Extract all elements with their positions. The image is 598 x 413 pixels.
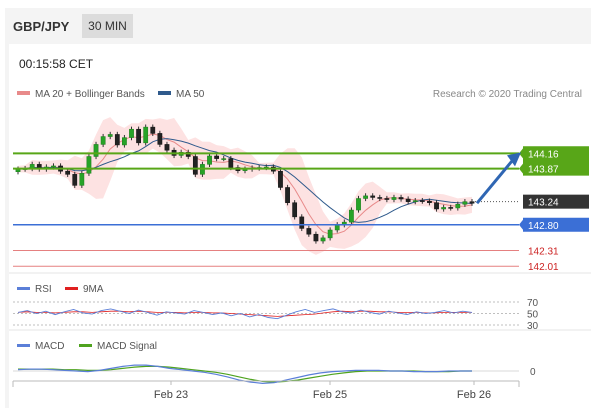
macd-signal-legend-label: MACD Signal <box>97 341 157 352</box>
price-tag <box>523 146 589 161</box>
candle <box>150 124 156 137</box>
price-tag <box>523 217 589 232</box>
x-tick-label: Feb 26 <box>457 389 491 401</box>
candle <box>107 131 113 140</box>
candle <box>136 126 141 146</box>
rsi-ma-legend-swatch <box>65 287 78 290</box>
rsi-tick-label: 70 <box>527 298 539 309</box>
x-tick-label: Feb 23 <box>154 389 188 401</box>
candle <box>72 171 78 188</box>
price-level-label: 143.87 <box>528 165 559 176</box>
ma20-legend-swatch <box>17 91 30 95</box>
price-level-label: 142.01 <box>528 262 559 273</box>
price-tag-pointer <box>519 163 523 174</box>
price-tag-pointer <box>519 219 523 230</box>
price-level-label: 142.80 <box>528 221 559 232</box>
candle <box>65 168 71 177</box>
candle <box>292 200 298 220</box>
candle <box>384 195 390 203</box>
timeframe-badge[interactable]: 30 MIN <box>82 14 133 38</box>
time-label: 00:15:58 CET <box>19 57 94 71</box>
rsi-tick-label: 30 <box>527 321 539 332</box>
macd-signal-line <box>18 365 472 383</box>
rsi-legend-label: RSI <box>35 284 52 295</box>
ma50-legend-label: MA 50 <box>176 89 205 100</box>
candle <box>185 149 191 160</box>
rsi-ma-legend-label: 9MA <box>83 284 104 295</box>
candle <box>405 196 411 205</box>
candle <box>363 193 368 202</box>
price-levels: 144.16 143.87 143.24 142.80 142.31 142.01 <box>13 146 589 273</box>
macd-legend-swatch <box>17 344 30 347</box>
candle <box>313 231 319 244</box>
chart-svg: MA 20 + Bollinger Bands MA 50 Research ©… <box>9 89 591 401</box>
rsi-tick-label: 50 <box>527 310 539 321</box>
candle <box>221 155 227 162</box>
candle <box>356 195 361 213</box>
candle <box>370 193 376 201</box>
candle <box>419 197 425 204</box>
candle <box>214 153 220 162</box>
macd-signal-legend-swatch <box>79 344 92 347</box>
candle <box>285 184 290 206</box>
candle <box>79 170 85 188</box>
price-tag-pointer <box>519 148 523 159</box>
candle <box>299 214 305 232</box>
research-credit: Research © 2020 Trading Central <box>433 89 582 100</box>
ma20-legend-label: MA 20 + Bollinger Bands <box>35 89 145 100</box>
candle <box>441 204 447 212</box>
chart-area: 00:15:58 CET MA 20 + Bollinger Bands MA … <box>9 44 591 408</box>
ma50-legend-swatch <box>158 91 171 95</box>
candle <box>448 204 454 211</box>
candle <box>462 199 468 207</box>
x-axis-ticks: Feb 23 Feb 25 Feb 26 <box>154 381 491 401</box>
rsi-legend-swatch <box>17 287 30 290</box>
chart-header: GBP/JPY 30 MIN <box>5 8 591 44</box>
candle <box>349 207 354 225</box>
candle <box>164 141 170 153</box>
candle <box>207 153 212 167</box>
rsi-line <box>17 308 473 320</box>
symbol-title: GBP/JPY <box>13 19 70 34</box>
price-level-label: 142.31 <box>528 246 559 257</box>
candle <box>278 168 283 191</box>
price-tag <box>523 161 589 176</box>
candle <box>129 126 134 141</box>
candle <box>377 194 383 202</box>
x-tick-label: Feb 25 <box>313 389 347 401</box>
candle <box>100 133 106 148</box>
candle <box>93 141 99 160</box>
candle <box>455 201 461 211</box>
candle <box>86 153 92 176</box>
macd-legend-label: MACD <box>35 341 64 352</box>
candle <box>143 124 149 146</box>
chart-panel: GBP/JPY 30 MIN 00:15:58 CET MA 20 + Boll… <box>5 8 591 408</box>
candle <box>306 225 312 237</box>
forecast-arrowhead <box>507 152 521 167</box>
price-level-label: 143.24 <box>528 198 559 209</box>
candle <box>398 194 404 202</box>
candle <box>412 197 418 205</box>
candle <box>192 153 198 177</box>
candle <box>327 227 333 241</box>
price-tag <box>523 194 589 209</box>
candle <box>122 134 127 148</box>
forecast-arrow <box>475 156 517 205</box>
candle <box>114 131 120 148</box>
candle <box>157 130 163 148</box>
candle <box>427 198 432 206</box>
price-plot <box>15 117 475 255</box>
candle <box>391 194 397 203</box>
price-level-label: 144.16 <box>528 149 559 160</box>
bollinger-band <box>18 117 472 255</box>
candle <box>320 235 326 244</box>
candle <box>434 200 439 212</box>
macd-tick-label: 0 <box>530 367 536 378</box>
